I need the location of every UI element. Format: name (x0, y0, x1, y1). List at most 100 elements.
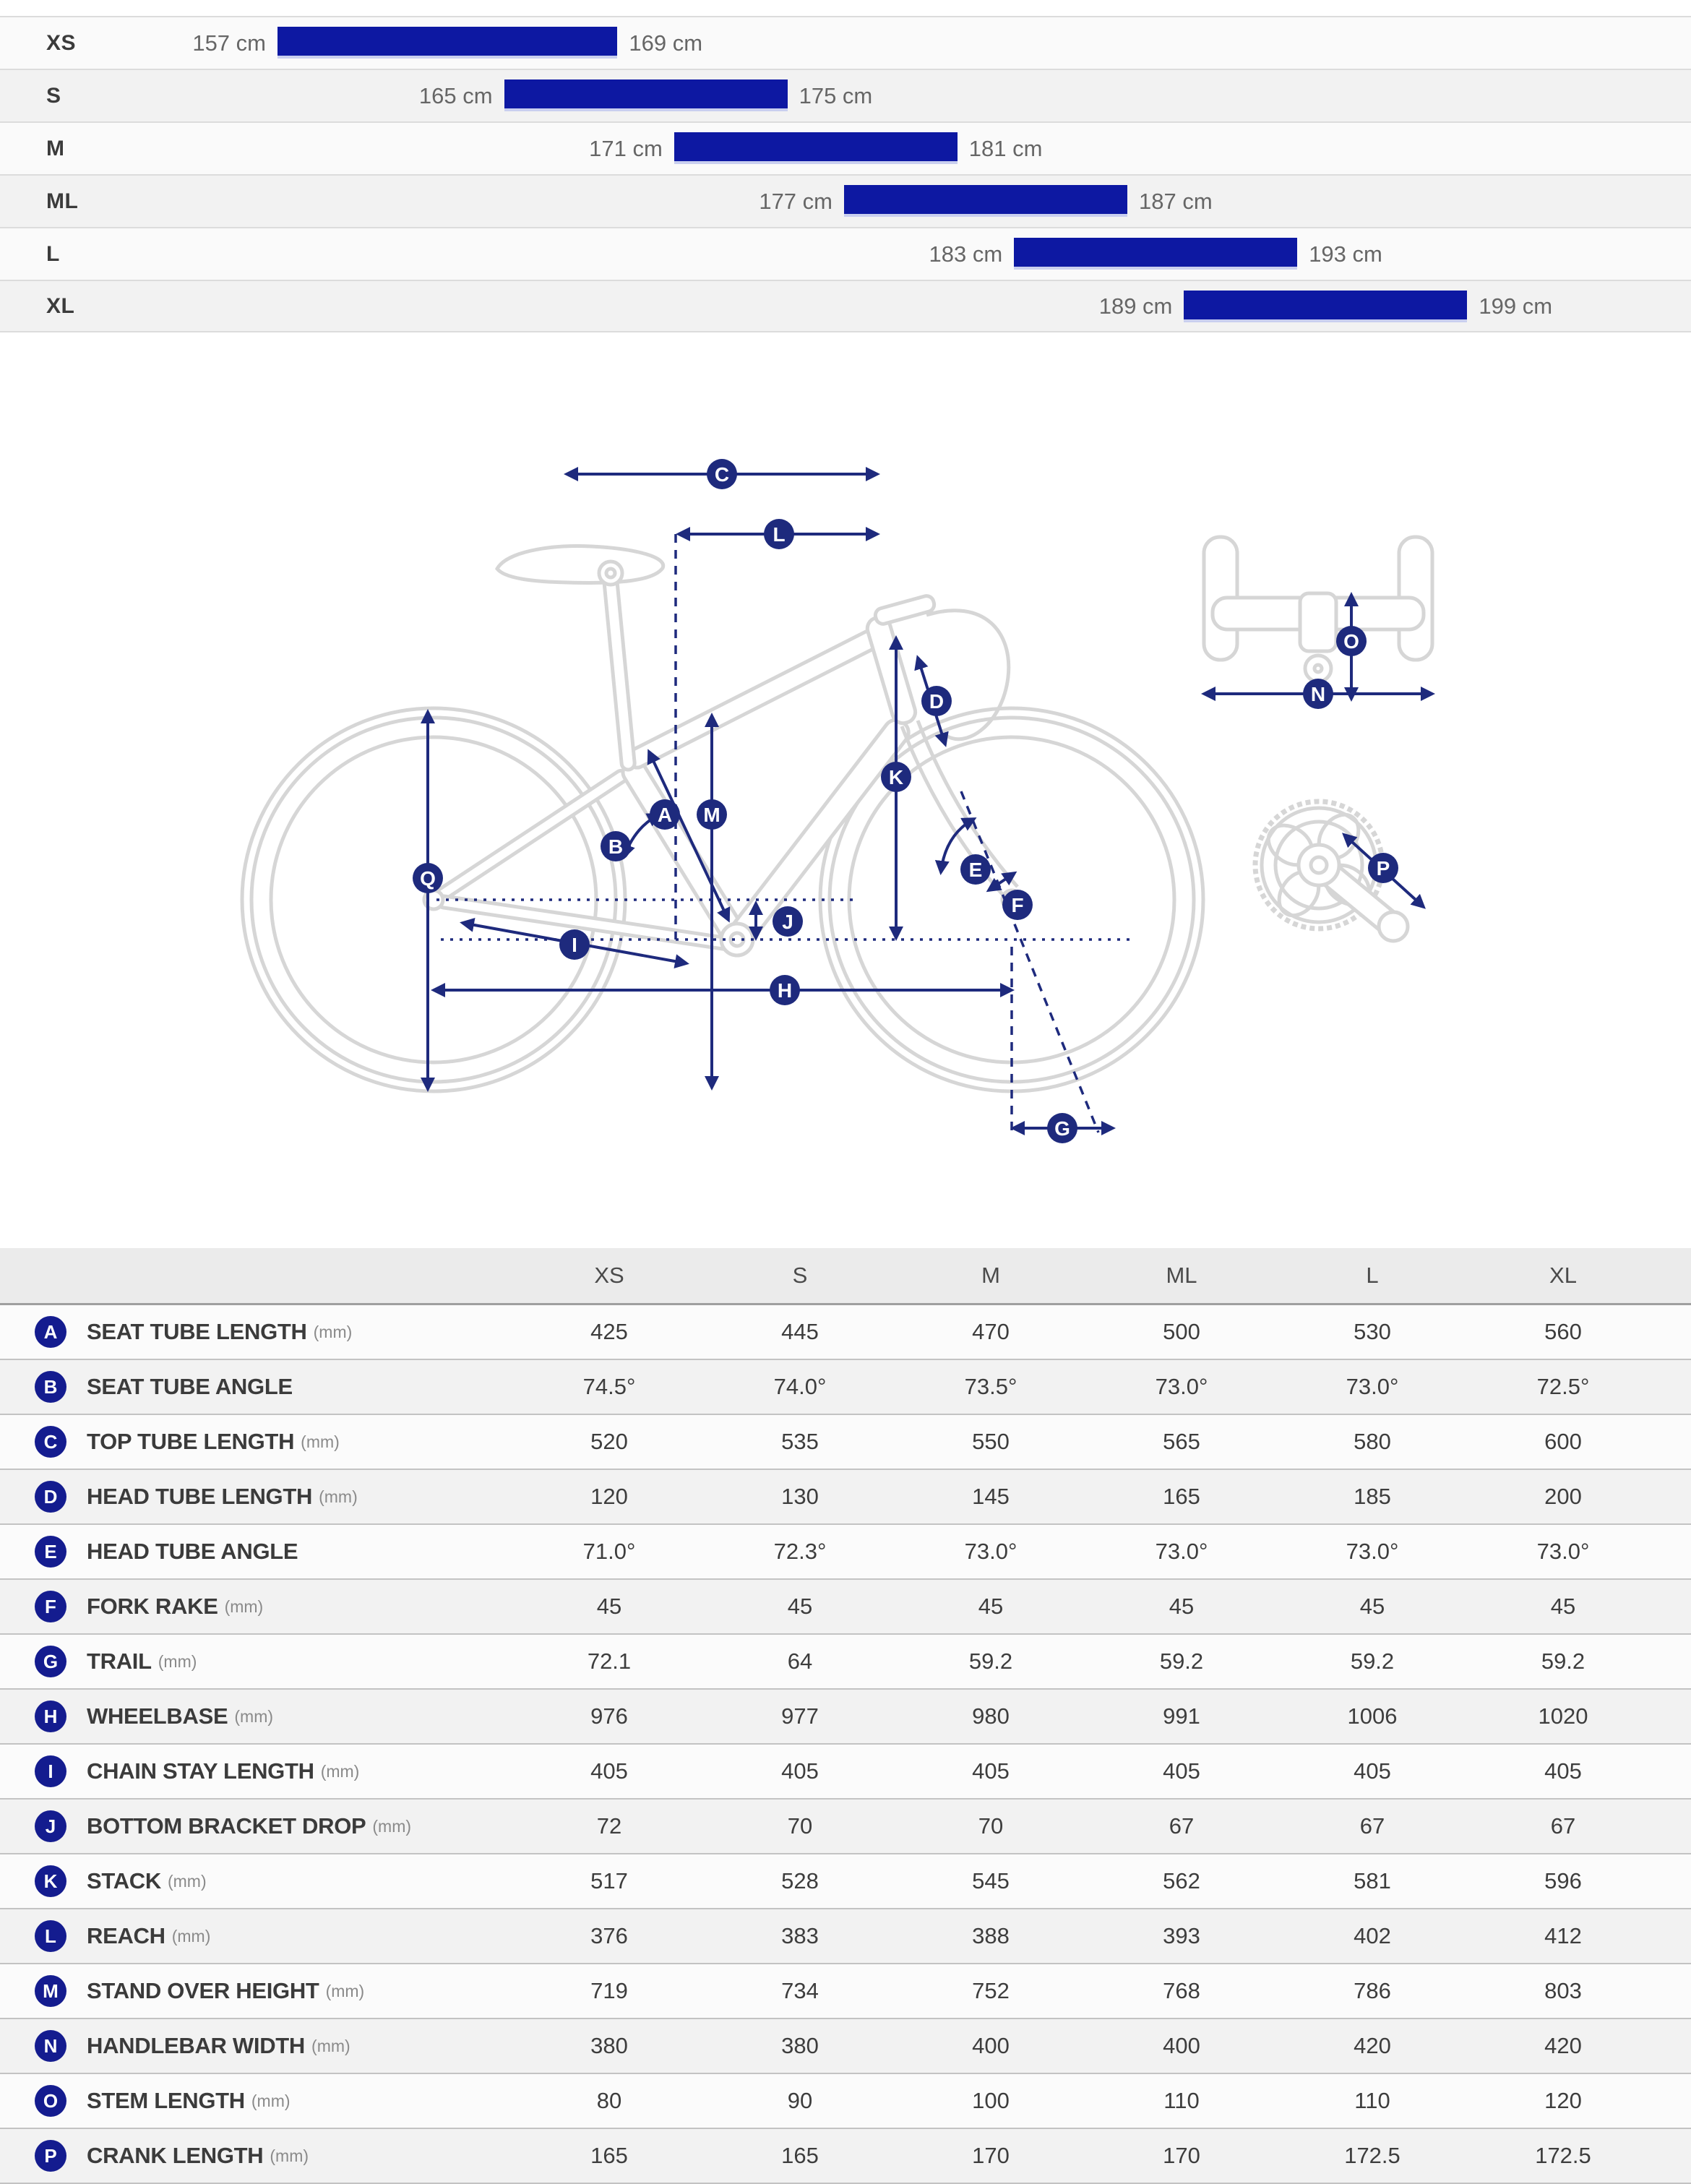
diagram-badge-C (707, 459, 737, 489)
value-c-m: 550 (972, 1429, 1010, 1454)
height-range-bar (844, 185, 1127, 217)
row-label-cell: B SEAT TUBE ANGLE (0, 1371, 514, 1403)
value-j-l: 67 (1359, 1813, 1385, 1839)
value-h-m: 980 (972, 1703, 1010, 1729)
value-j-xs: 72 (596, 1813, 622, 1839)
value-g-l: 59.2 (1350, 1648, 1395, 1674)
row-label: SEAT TUBE ANGLE (87, 1374, 293, 1399)
value-h-xs: 976 (590, 1703, 628, 1729)
row-letter-badge: K (35, 1865, 66, 1897)
height-range-bar (277, 27, 618, 59)
value-g-s: 64 (787, 1648, 813, 1674)
row-label: CHAIN STAY LENGTH (87, 1758, 314, 1784)
value-e-s: 72.3° (773, 1539, 827, 1564)
value-b-ml: 73.0° (1155, 1374, 1208, 1399)
value-d-xl: 200 (1544, 1484, 1582, 1509)
min-height-label: 189 cm (1098, 293, 1173, 319)
row-letter-badge: C (35, 1426, 66, 1458)
value-g-m: 59.2 (968, 1648, 1013, 1674)
value-i-xs: 405 (590, 1758, 628, 1784)
row-label: BOTTOM BRACKET DROP (87, 1813, 366, 1839)
value-p-ml: 170 (1163, 2143, 1200, 2168)
value-o-xs: 80 (596, 2088, 622, 2113)
diagram-badge-H (770, 975, 800, 1005)
value-k-xs: 517 (590, 1868, 628, 1893)
geometry-row-m: M STAND OVER HEIGHT (mm) 719 734 752 768 786 803 (0, 1964, 1691, 2019)
diagram-badge-letter: E (969, 859, 983, 881)
diagram-badge-letter: H (778, 979, 792, 1002)
value-k-ml: 562 (1163, 1868, 1200, 1893)
value-b-xs: 74.5° (582, 1374, 636, 1399)
value-g-xs: 72.1 (587, 1648, 632, 1674)
value-l-xs: 376 (590, 1923, 628, 1948)
value-p-l: 172.5 (1344, 2143, 1400, 2168)
value-i-ml: 405 (1163, 1758, 1200, 1784)
value-k-l: 581 (1354, 1868, 1391, 1893)
row-unit: (mm) (311, 2036, 350, 2055)
diagram-badge-B (601, 831, 631, 861)
row-label-cell: P CRANK LENGTH (mm) (0, 2140, 514, 2172)
row-unit: (mm) (319, 1487, 358, 1506)
row-label-cell: J BOTTOM BRACKET DROP (mm) (0, 1810, 514, 1842)
diagram-badge-K (881, 762, 911, 792)
diagram-badge-G (1047, 1113, 1077, 1143)
min-height-label: 157 cm (192, 30, 266, 56)
diagram-badge-letter: F (1011, 894, 1023, 916)
diagram-badge-letter: M (703, 804, 720, 826)
max-height-label: 199 cm (1479, 293, 1553, 319)
value-h-s: 977 (781, 1703, 819, 1729)
value-k-m: 545 (972, 1868, 1010, 1893)
row-label: HANDLEBAR WIDTH (87, 2033, 306, 2058)
diagram-badge-letter: G (1054, 1117, 1070, 1140)
value-c-l: 580 (1354, 1429, 1391, 1454)
value-o-ml: 110 (1163, 2088, 1200, 2113)
size-label: M (46, 136, 65, 160)
size-label: S (46, 83, 61, 108)
diagram-badge-letter: I (572, 934, 577, 956)
row-label: FORK RAKE (87, 1594, 218, 1619)
geometry-row-n: N HANDLEBAR WIDTH (mm) 380 380 400 400 420 420 (0, 2019, 1691, 2074)
value-o-s: 90 (787, 2088, 813, 2113)
value-o-m: 100 (972, 2088, 1010, 2113)
value-f-s: 45 (787, 1594, 813, 1619)
size-label: ML (46, 189, 79, 213)
value-g-xl: 59.2 (1541, 1648, 1585, 1674)
diagram-badge-letter: D (929, 690, 944, 713)
diagram-badge-letter: J (782, 911, 793, 933)
bike-geometry-diagram: A B C D E F G H I J K L M N O P Q (0, 329, 1691, 1254)
row-letter-badge: I (35, 1755, 66, 1787)
diagram-badge-L (764, 519, 794, 549)
value-p-xl: 172.5 (1535, 2143, 1591, 2168)
handlebar-top-view-art (1202, 535, 1434, 684)
value-k-xl: 596 (1544, 1868, 1582, 1893)
geometry-row-a: A SEAT TUBE LENGTH (mm) 425 445 470 500 530 560 (0, 1305, 1691, 1360)
row-letter-badge: G (35, 1646, 66, 1677)
row-unit: (mm) (301, 1432, 340, 1451)
row-label: STACK (87, 1868, 161, 1893)
row-label: STAND OVER HEIGHT (87, 1978, 319, 2003)
value-m-xl: 803 (1544, 1978, 1582, 2003)
row-letter-badge: D (35, 1481, 66, 1513)
value-f-m: 45 (978, 1594, 1004, 1619)
row-unit: (mm) (234, 1706, 274, 1726)
value-c-ml: 565 (1163, 1429, 1200, 1454)
geometry-table-body: A SEAT TUBE LENGTH (mm) 425 445 470 500 530 560 B… (0, 1305, 1691, 2184)
row-unit: (mm) (251, 2091, 291, 2110)
geometry-row-i: I CHAIN STAY LENGTH (mm) 405 405 405 405 405 405 (0, 1745, 1691, 1800)
diagram-badge-Q (413, 863, 443, 893)
row-unit: (mm) (158, 1651, 197, 1671)
value-l-l: 402 (1354, 1923, 1391, 1948)
row-unit: (mm) (224, 1596, 264, 1616)
row-letter-badge: E (35, 1536, 66, 1568)
value-b-s: 74.0° (773, 1374, 827, 1399)
row-unit: (mm) (372, 1816, 412, 1836)
diagram-badge-letter: L (773, 523, 785, 546)
value-c-xs: 520 (590, 1429, 628, 1454)
diagram-badge-letter: C (715, 463, 729, 486)
size-row-m: M 171 cm 181 cm (0, 121, 1691, 174)
geometry-row-h: H WHEELBASE (mm) 976 977 980 991 1006 1020 (0, 1690, 1691, 1745)
geometry-row-o: O STEM LENGTH (mm) 80 90 100 110 110 120 (0, 2074, 1691, 2129)
diagram-badge-O (1336, 626, 1367, 656)
diagram-badge-letter: N (1311, 683, 1325, 705)
row-letter-badge: B (35, 1371, 66, 1403)
